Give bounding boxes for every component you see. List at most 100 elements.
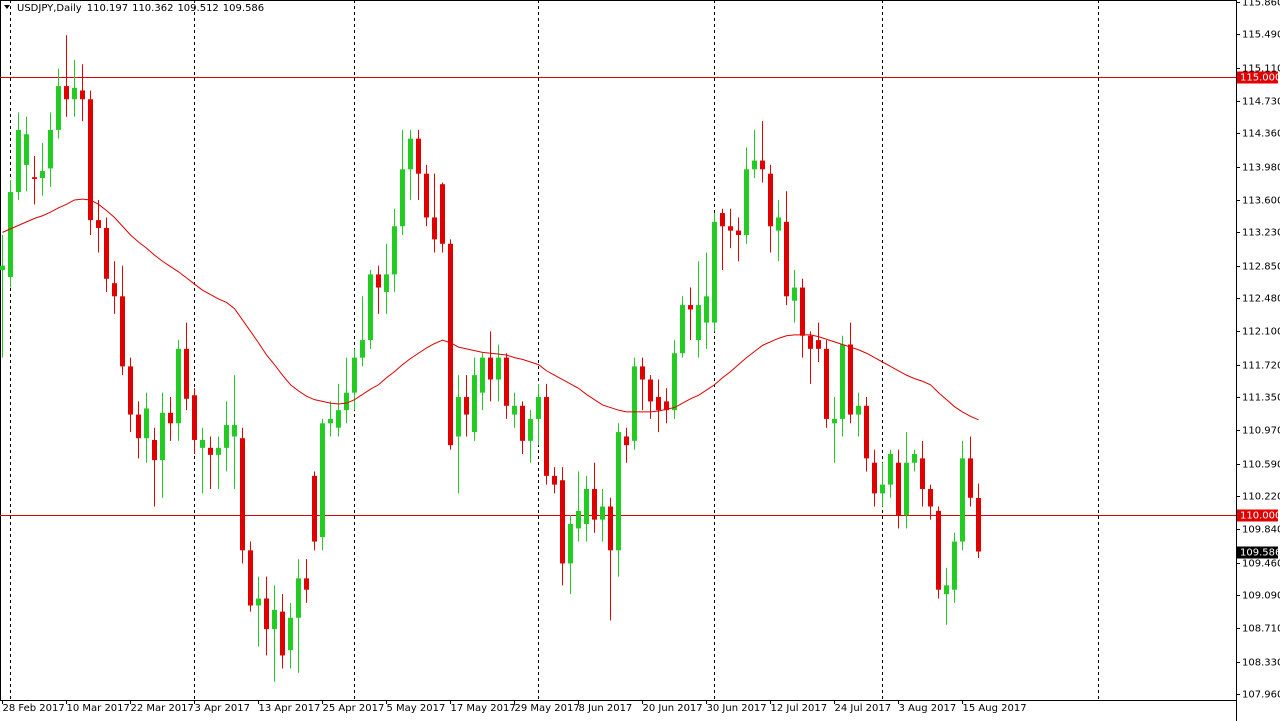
- y-tick-label: 110.970: [1242, 426, 1280, 437]
- y-tick-label: 113.230: [1242, 228, 1280, 239]
- candle-body: [608, 506, 613, 551]
- candle-body: [128, 366, 133, 415]
- candle-body: [976, 498, 981, 552]
- candle-body: [832, 418, 837, 424]
- candle-body: [144, 408, 149, 439]
- candle-body: [688, 305, 693, 310]
- candle-body: [880, 484, 885, 494]
- candle-body: [88, 99, 93, 221]
- candle-body: [24, 134, 29, 165]
- candle-body: [72, 87, 77, 100]
- x-tick-label: 3 Aug 2017: [899, 703, 957, 714]
- candle-body: [432, 217, 437, 240]
- candle-body: [56, 86, 61, 130]
- candle-body: [504, 357, 509, 406]
- candle-body: [16, 129, 21, 193]
- current-price-box: [1237, 546, 1278, 559]
- candle-body: [360, 340, 365, 358]
- candle-body: [96, 220, 101, 228]
- x-tick-label: 13 Apr 2017: [259, 703, 321, 714]
- y-tick-label: 113.600: [1242, 196, 1280, 207]
- candle-body: [584, 489, 589, 525]
- candle-body: [560, 480, 565, 564]
- candle-body: [888, 453, 893, 485]
- price-label-box: [1237, 509, 1278, 522]
- y-tick-label: 112.480: [1242, 294, 1280, 305]
- candle-body: [472, 375, 477, 433]
- candle-body: [64, 86, 69, 100]
- candle-body: [672, 353, 677, 411]
- candle-body: [616, 432, 621, 551]
- candle-body: [728, 226, 733, 231]
- x-tick-label: 12 Jul 2017: [771, 703, 828, 714]
- y-tick-label: 112.100: [1242, 327, 1280, 338]
- candle-body: [200, 439, 205, 448]
- candle-body: [376, 274, 381, 288]
- y-tick-label: 108.330: [1242, 658, 1280, 669]
- candle-body: [496, 357, 501, 380]
- candle-body: [192, 395, 197, 440]
- candle-body: [256, 598, 261, 606]
- high-value: 110.362: [132, 3, 173, 14]
- candle-body: [216, 447, 221, 455]
- x-tick-label: 25 Apr 2017: [323, 703, 385, 714]
- candle-body: [328, 418, 333, 424]
- candle-body: [288, 617, 293, 651]
- candle-body: [720, 213, 725, 227]
- candle-body: [48, 129, 53, 169]
- candle-body: [80, 90, 85, 100]
- candle-body: [344, 392, 349, 411]
- y-tick-label: 107.960: [1242, 690, 1280, 701]
- candle-body: [576, 510, 581, 529]
- candle-body: [664, 401, 669, 411]
- menu-arrow[interactable]: [4, 5, 10, 9]
- low-value: 109.512: [177, 3, 218, 14]
- candle-body: [296, 578, 301, 618]
- y-tick-label: 108.710: [1242, 624, 1280, 635]
- candle-body: [384, 274, 389, 292]
- candle-body: [40, 171, 45, 179]
- candle-body: [104, 227, 109, 279]
- candle-body: [440, 184, 445, 244]
- candle-body: [712, 221, 717, 323]
- x-tick-label: 8 Jun 2017: [579, 703, 633, 714]
- candle-body: [400, 169, 405, 227]
- candle-body: [952, 541, 957, 590]
- candle-body: [264, 598, 269, 630]
- candle-body: [512, 405, 517, 415]
- candle-body: [632, 366, 637, 441]
- candle-body: [648, 379, 653, 402]
- candle-body: [744, 169, 749, 235]
- x-tick-label: 15 Aug 2017: [963, 703, 1027, 714]
- candle-body: [896, 462, 901, 516]
- x-tick-label: 10 Mar 2017: [67, 703, 130, 714]
- moving-average: [2, 198, 979, 421]
- candle-body: [424, 173, 429, 218]
- candle-body: [696, 305, 701, 341]
- candle-body: [224, 425, 229, 448]
- x-tick-label: 28 Feb 2017: [3, 703, 65, 714]
- candle-body: [536, 397, 541, 419]
- candle-body: [176, 348, 181, 424]
- y-tick-label: 115.110: [1242, 64, 1280, 75]
- candle-body: [840, 344, 845, 419]
- y-tick-label: 110.220: [1242, 492, 1280, 503]
- candle-body: [600, 506, 605, 520]
- y-tick-label: 114.360: [1242, 129, 1280, 140]
- y-tick-label: 115.490: [1242, 30, 1280, 41]
- y-tick-label: 109.460: [1242, 559, 1280, 570]
- x-tick-label: 22 Mar 2017: [131, 703, 194, 714]
- open-value: 110.197: [87, 3, 128, 14]
- candle-body: [8, 192, 13, 278]
- x-tick-label: 30 Jun 2017: [707, 703, 767, 714]
- horizontal-line-label: 115.000: [1240, 73, 1280, 84]
- x-tick-label: 24 Jul 2017: [835, 703, 892, 714]
- candle-body: [944, 585, 949, 595]
- y-tick-label: 111.350: [1242, 393, 1280, 404]
- candle-body: [784, 221, 789, 297]
- candle-body: [928, 489, 933, 507]
- candle-body: [488, 357, 493, 380]
- candle-body: [520, 405, 525, 441]
- candle-body: [272, 609, 277, 630]
